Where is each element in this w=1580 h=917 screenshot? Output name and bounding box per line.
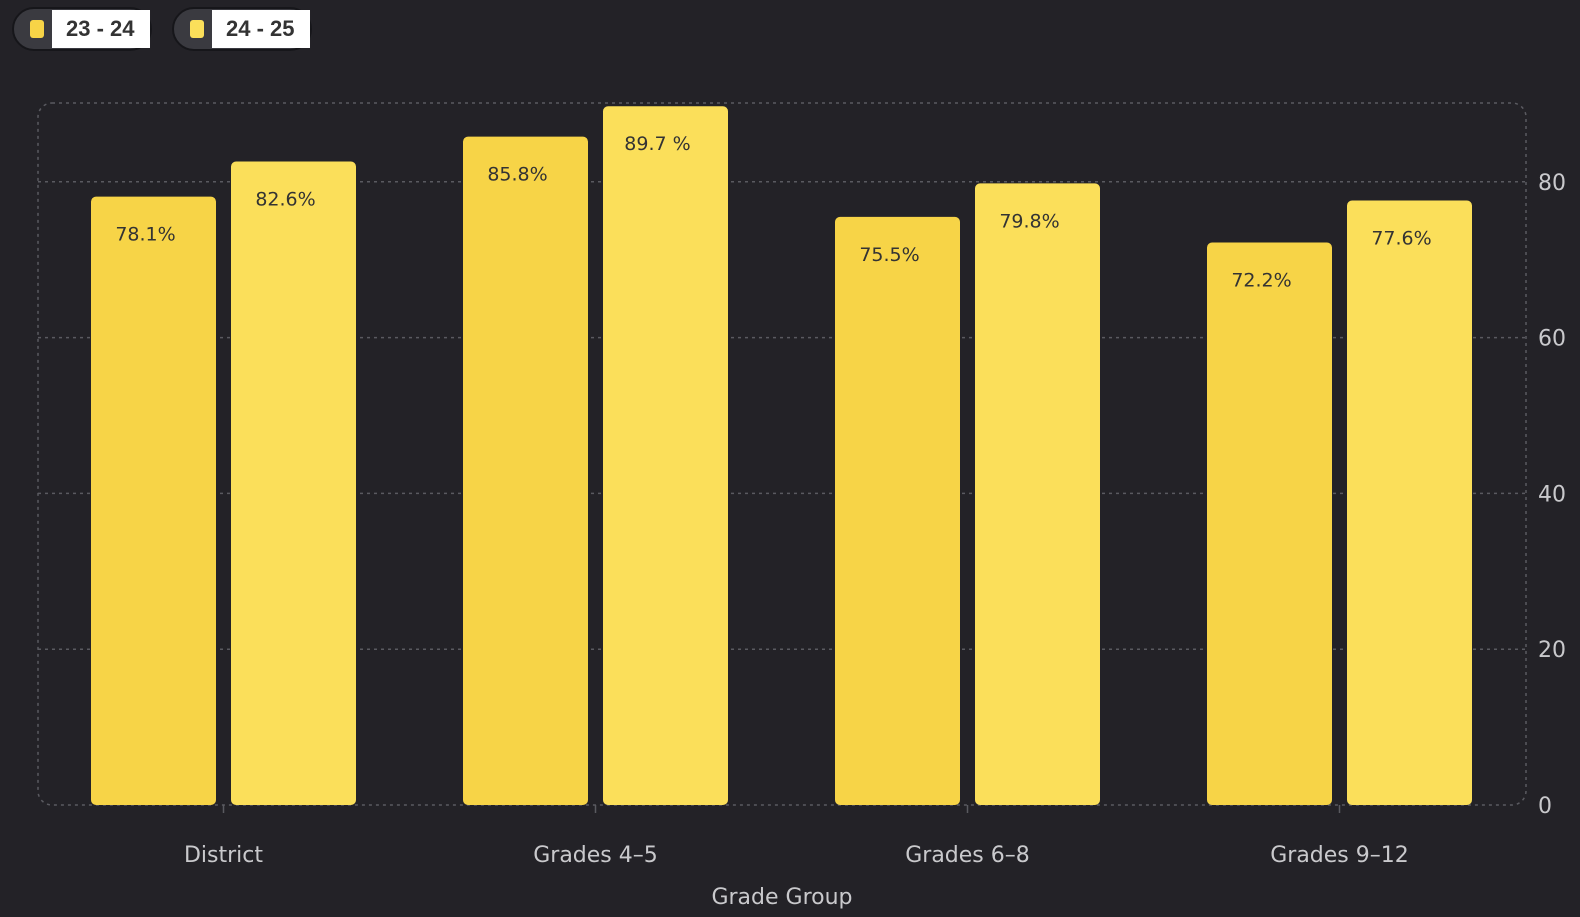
x-axis-ticks: District Grades 4–5 Grades 6–8 Grades 9–12 [184,805,1409,868]
data-label: 89.7 % [624,133,690,155]
legend-label: 24 - 25 [212,10,310,48]
bar [463,136,588,806]
data-label: 78.1% [115,224,175,246]
legend: 23 - 24 24 - 25 [12,7,312,51]
bar [231,161,356,805]
y-tick-label: 80 [1538,171,1566,196]
legend-item-24-25[interactable]: 24 - 25 [172,7,312,51]
y-tick-label: 40 [1538,482,1566,507]
legend-swatch-icon [190,20,204,38]
x-tick-label: Grades 9–12 [1270,843,1409,868]
bar-labels: 78.1% 82.6% 85.8% 89.7 % 75.5% 79.8% 72.2% 77.6… [115,133,1431,291]
x-tick-label: Grades 4–5 [533,843,658,868]
plot-frame [37,102,1527,806]
bar [603,106,728,805]
bar [1347,200,1472,806]
y-axis-ticks: 0 20 40 60 80 [1538,171,1566,819]
x-tick-label: District [184,843,263,868]
y-tick-label: 20 [1538,638,1566,663]
y-tick-label: 0 [1538,794,1552,819]
bar [91,196,216,805]
bar [1207,242,1332,805]
legend-swatch-icon [30,20,44,38]
data-label: 75.5% [859,244,919,266]
bar [835,216,960,806]
data-label: 79.8% [999,210,1059,232]
bars [91,106,1472,806]
data-label: 77.6% [1371,227,1431,249]
x-axis-label: Grade Group [711,885,852,910]
legend-item-23-24[interactable]: 23 - 24 [12,7,152,51]
x-tick-label: Grades 6–8 [905,843,1030,868]
data-label: 72.2% [1231,270,1291,292]
data-label: 82.6% [255,189,315,211]
legend-label: 23 - 24 [52,10,150,48]
y-tick-label: 60 [1538,327,1566,352]
data-label: 85.8% [487,164,547,186]
bar [975,183,1100,805]
